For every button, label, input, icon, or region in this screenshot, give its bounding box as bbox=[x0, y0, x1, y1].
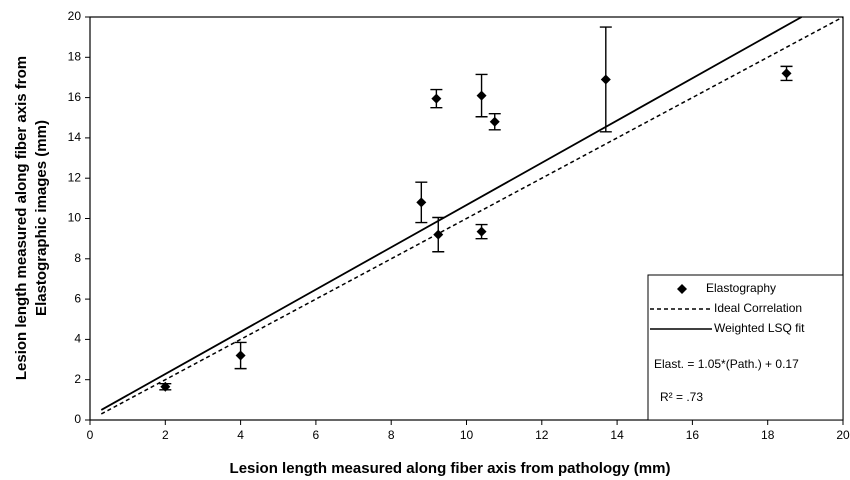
data-point bbox=[160, 381, 171, 392]
x-tick-label: 4 bbox=[237, 428, 244, 442]
data-point bbox=[235, 350, 246, 361]
x-tick-label: 8 bbox=[388, 428, 395, 442]
x-tick-label: 10 bbox=[460, 428, 474, 442]
fit-line bbox=[100, 16, 844, 415]
data-point bbox=[476, 90, 487, 101]
data-point bbox=[476, 226, 487, 237]
y-axis-label: Elastographic images (mm) bbox=[33, 120, 50, 316]
annotation: Elast. = 1.05*(Path.) + 0.17 bbox=[654, 357, 799, 371]
legend-box bbox=[647, 274, 844, 421]
data-point bbox=[416, 197, 427, 208]
y-tick-label: 0 bbox=[74, 412, 81, 426]
y-tick-label: 20 bbox=[68, 9, 82, 23]
x-axis-label: Lesion length measured along fiber axis … bbox=[230, 460, 671, 477]
y-tick-label: 16 bbox=[68, 90, 82, 104]
fit-line bbox=[100, 16, 803, 411]
y-tick-label: 18 bbox=[68, 49, 82, 63]
legend-label: Ideal Correlation bbox=[714, 301, 802, 315]
y-tick-label: 10 bbox=[68, 211, 82, 225]
x-tick-label: 0 bbox=[87, 428, 94, 442]
y-axis-label: Lesion length measured along fiber axis … bbox=[13, 56, 30, 380]
y-tick-label: 4 bbox=[74, 332, 81, 346]
legend-label: Weighted LSQ fit bbox=[714, 321, 805, 335]
data-point bbox=[600, 74, 611, 85]
y-tick-label: 14 bbox=[68, 130, 82, 144]
data-point bbox=[781, 68, 792, 79]
x-tick-label: 6 bbox=[313, 428, 320, 442]
x-tick-label: 2 bbox=[162, 428, 169, 442]
legend-marker bbox=[677, 284, 687, 294]
legend-label: Elastography bbox=[706, 281, 776, 295]
data-point bbox=[489, 116, 500, 127]
y-tick-label: 8 bbox=[74, 251, 81, 265]
annotation: R² = .73 bbox=[660, 390, 703, 404]
x-tick-label: 20 bbox=[836, 428, 850, 442]
data-point bbox=[431, 93, 442, 104]
y-tick-label: 6 bbox=[74, 291, 81, 305]
y-tick-label: 2 bbox=[74, 372, 81, 386]
y-tick-label: 12 bbox=[68, 170, 82, 184]
x-tick-label: 18 bbox=[761, 428, 775, 442]
x-tick-label: 16 bbox=[686, 428, 700, 442]
x-tick-label: 14 bbox=[610, 428, 624, 442]
x-tick-label: 12 bbox=[535, 428, 549, 442]
